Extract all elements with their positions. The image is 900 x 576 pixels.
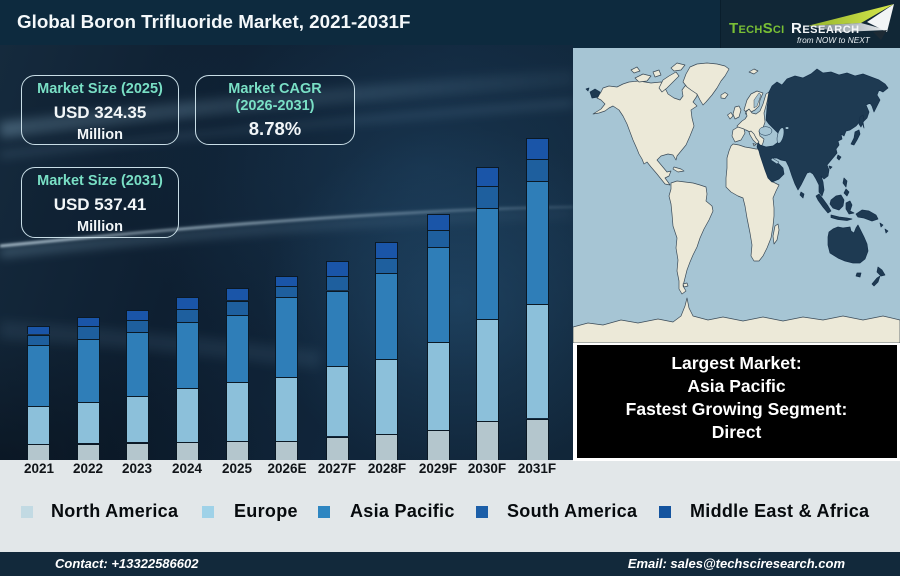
- svg-text:RESEARCH: RESEARCH: [791, 20, 860, 37]
- svg-text:from NOW to NEXT: from NOW to NEXT: [797, 35, 871, 45]
- svg-text:TECHSCI: TECHSCI: [729, 20, 785, 37]
